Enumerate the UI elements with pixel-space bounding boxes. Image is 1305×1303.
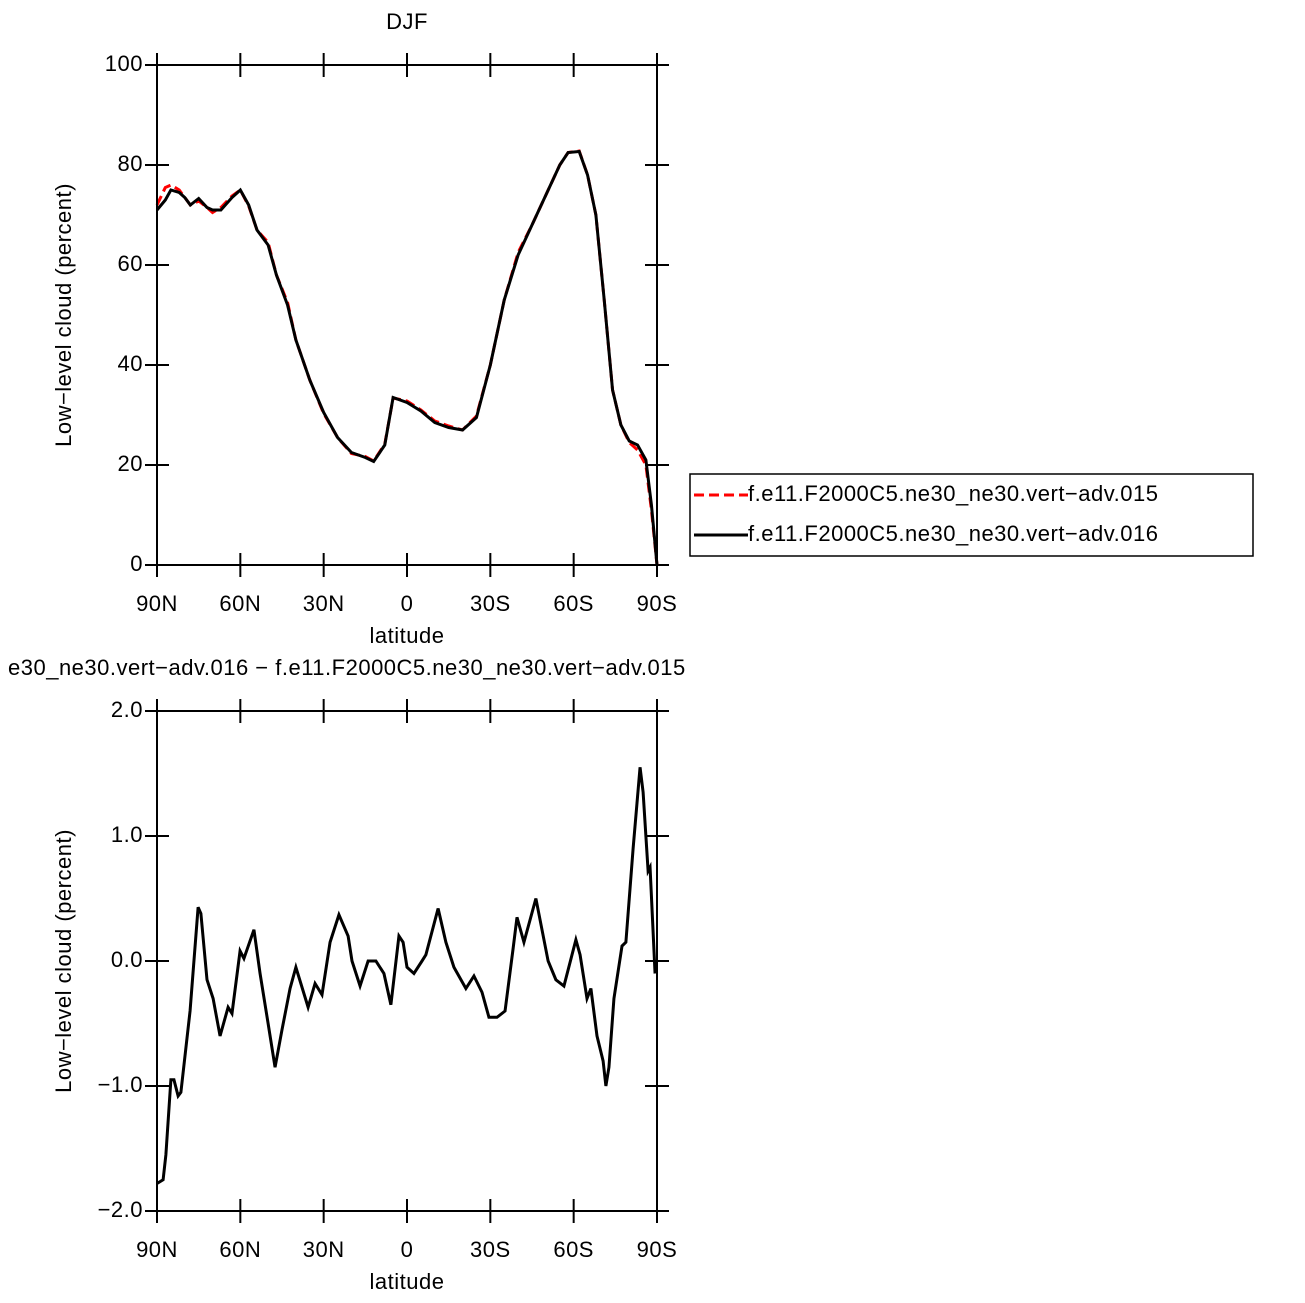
y-tick-label: 40 (118, 351, 143, 376)
x-tick-label: 60S (553, 591, 594, 616)
x-tick-label: 60N (219, 591, 261, 616)
y-tick-label: 1.0 (111, 822, 143, 847)
y-tick-label: 2.0 (111, 697, 143, 722)
y-tick-label: −2.0 (98, 1197, 143, 1222)
x-axis-label: latitude (370, 1269, 445, 1294)
y-tick-label: 100 (105, 51, 143, 76)
data-line (155, 149, 659, 566)
x-tick-label: 0 (401, 1237, 414, 1262)
x-tick-label: 30N (303, 591, 345, 616)
y-tick-label: −1.0 (98, 1072, 143, 1097)
x-axis-label: latitude (370, 623, 445, 648)
legend-box (689, 473, 1254, 557)
y-tick-label: 0.0 (111, 947, 143, 972)
y-tick-label: 20 (118, 451, 143, 476)
data-line (155, 149, 659, 566)
legend-label: f.e11.F2000C5.ne30_ne30.vert−adv.016 (748, 521, 1158, 546)
data-line (156, 767, 657, 1185)
x-tick-label: 30N (303, 1237, 345, 1262)
y-axis-label: Low−level cloud (percent) (51, 829, 76, 1093)
y-axis-label: Low−level cloud (percent) (51, 183, 76, 447)
legend-label: f.e11.F2000C5.ne30_ne30.vert−adv.015 (748, 481, 1158, 506)
x-tick-label: 30S (470, 1237, 511, 1262)
chart-title: e30_ne30.vert−adv.016 − f.e11.F2000C5.ne… (8, 655, 686, 680)
x-tick-label: 90N (136, 591, 178, 616)
plot-frame (156, 710, 658, 1212)
x-tick-label: 60N (219, 1237, 261, 1262)
x-tick-label: 90N (136, 1237, 178, 1262)
y-tick-label: 0 (130, 551, 143, 576)
x-tick-label: 60S (553, 1237, 594, 1262)
y-tick-label: 80 (118, 151, 143, 176)
x-tick-label: 30S (470, 591, 511, 616)
plot-frame (156, 64, 658, 566)
x-tick-label: 90S (637, 591, 678, 616)
x-tick-label: 0 (401, 591, 414, 616)
y-tick-label: 60 (118, 251, 143, 276)
chart-title: DJF (386, 9, 428, 34)
x-tick-label: 90S (637, 1237, 678, 1262)
